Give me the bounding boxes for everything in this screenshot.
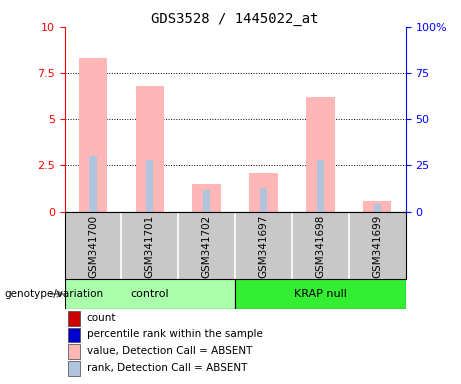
- Text: GSM341698: GSM341698: [315, 215, 325, 278]
- Bar: [89, 156, 96, 212]
- Bar: [363, 200, 391, 212]
- Bar: [374, 204, 381, 212]
- Bar: [68, 344, 80, 359]
- Bar: [203, 190, 210, 212]
- Bar: [260, 188, 267, 212]
- Text: value, Detection Call = ABSENT: value, Detection Call = ABSENT: [87, 346, 252, 356]
- Bar: [193, 184, 221, 212]
- Bar: [249, 173, 278, 212]
- Text: rank, Detection Call = ABSENT: rank, Detection Call = ABSENT: [87, 363, 247, 373]
- Text: control: control: [130, 289, 169, 299]
- Bar: [68, 328, 80, 343]
- Bar: [146, 160, 154, 212]
- Title: GDS3528 / 1445022_at: GDS3528 / 1445022_at: [151, 12, 319, 26]
- Text: genotype/variation: genotype/variation: [5, 289, 104, 299]
- Text: GSM341701: GSM341701: [145, 215, 155, 278]
- Text: GSM341700: GSM341700: [88, 215, 98, 278]
- Bar: [306, 97, 335, 212]
- Bar: [65, 279, 235, 309]
- Text: GSM341702: GSM341702: [201, 215, 212, 278]
- Bar: [317, 160, 324, 212]
- Text: GSM341699: GSM341699: [372, 215, 382, 278]
- Text: count: count: [87, 313, 116, 323]
- Bar: [68, 361, 80, 376]
- Text: KRAP null: KRAP null: [294, 289, 347, 299]
- Bar: [235, 279, 406, 309]
- Text: percentile rank within the sample: percentile rank within the sample: [87, 329, 263, 339]
- Bar: [136, 86, 164, 212]
- Bar: [68, 311, 80, 326]
- Bar: [79, 58, 107, 212]
- Text: GSM341697: GSM341697: [259, 215, 269, 278]
